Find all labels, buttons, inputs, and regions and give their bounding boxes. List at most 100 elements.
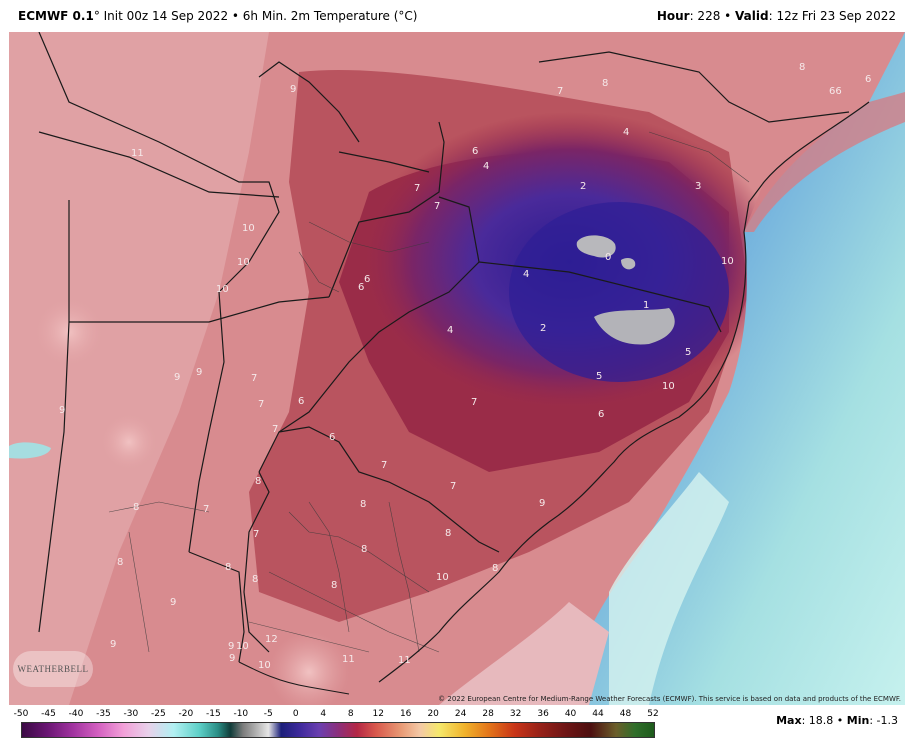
colorbar-tick-labels: -50 -45 -40 -35 -30 -25 -20 -15 -10 -5 0 4 8 12 16 20 24…	[12, 709, 662, 721]
contour-label: 9	[290, 84, 296, 95]
coldest-core	[509, 202, 729, 382]
southern-coast-land	[439, 602, 609, 705]
min-value: : -1.3	[869, 714, 898, 727]
contour-label: 8	[331, 580, 337, 591]
colorbar-tick-label: -45	[41, 709, 56, 719]
contour-label: 5	[685, 347, 691, 358]
contour-label: 6	[598, 409, 604, 420]
contour-label: 8	[225, 562, 231, 573]
country-borders	[38, 32, 850, 663]
contour-label: 11	[342, 654, 355, 665]
colorbar-tick-label: 12	[372, 709, 384, 719]
contour-label: 8	[361, 544, 367, 555]
contour-label: 10	[242, 223, 255, 234]
contour-label: 10	[236, 641, 249, 652]
contour-label: 4	[523, 269, 529, 280]
contour-label: 8	[445, 528, 451, 539]
contour-label: 7	[258, 399, 264, 410]
contour-label: 7	[253, 529, 259, 540]
contour-label: 8	[252, 574, 258, 585]
contour-label: 7	[414, 183, 420, 194]
warm-spot	[101, 414, 157, 470]
contour-label: 10	[258, 660, 271, 671]
contour-label: 11	[131, 148, 144, 159]
contour-label: 0	[605, 252, 611, 263]
max-label: Max	[776, 714, 802, 727]
colorbar-tick-label: 16	[399, 709, 412, 719]
contour-label: 9	[228, 641, 234, 652]
hour-label: Hour	[656, 9, 690, 23]
colorbar-tick-label: -40	[68, 709, 84, 719]
colorbar-tick-label: -10	[233, 709, 249, 719]
contour-label: 9	[110, 639, 116, 650]
contour-label: 6	[358, 282, 364, 293]
contour-label: 6	[298, 396, 304, 407]
contour-label: 3	[695, 181, 701, 192]
contour-label: 1	[643, 300, 649, 311]
contour-label: 7	[203, 504, 209, 515]
contour-label: 7	[450, 481, 456, 492]
contour-label: 7	[381, 460, 387, 471]
min-label: Min	[846, 714, 870, 727]
contour-label: 6	[364, 274, 370, 285]
coastline	[378, 101, 870, 683]
contour-label: 4	[623, 127, 629, 138]
contour-label: 8	[117, 557, 123, 568]
contour-label: 9	[59, 405, 65, 416]
contour-label: 12	[265, 634, 278, 645]
copyright-notice: © 2022 European Centre for Medium-Range …	[438, 695, 901, 703]
contour-label: 9	[229, 653, 235, 664]
colorbar-tick-label: 36	[537, 709, 549, 719]
state-borders	[108, 131, 750, 653]
western-land	[9, 32, 269, 705]
contour-label: 6	[472, 146, 478, 157]
degree-symbol: °	[93, 9, 100, 23]
colorbar-tick-label: -5	[263, 709, 273, 719]
contour-label: 6	[865, 74, 871, 85]
contour-label: 6	[329, 432, 335, 443]
contour-label: 10	[436, 572, 449, 583]
init-description: Init 00z 14 Sep 2022 • 6h Min. 2m Temper…	[99, 9, 418, 23]
contour-label: 10	[721, 256, 734, 267]
freezing-patch	[621, 258, 636, 270]
colorbar-tick-label: 4	[320, 709, 327, 719]
colorbar-tick-label: -35	[96, 709, 111, 719]
contour-label: 9	[196, 367, 202, 378]
contour-label: 8	[360, 499, 366, 510]
contour-label: 7	[251, 373, 257, 384]
contour-label: 2	[580, 181, 586, 192]
contour-label: 8	[492, 563, 498, 574]
contour-label: 7	[471, 397, 477, 408]
hour-value: : 228 •	[689, 9, 736, 23]
colorbar-tick-label: 20	[427, 709, 439, 719]
colorbar-tick-label: 32	[509, 709, 522, 719]
contour-label: 9	[539, 498, 545, 509]
contour-label: 10	[216, 284, 229, 295]
map-title: ECMWF 0.1° Init 00z 14 Sep 2022 • 6h Min…	[18, 0, 417, 32]
colorbar-tick-label: -30	[123, 709, 139, 719]
colorbar-tick-label: -20	[178, 709, 194, 719]
colorbar-tick-label: -15	[205, 709, 221, 719]
warm-spot	[269, 632, 349, 705]
contour-label: 4	[483, 161, 489, 172]
contour-label: 10	[662, 381, 675, 392]
contour-label: 8	[255, 476, 261, 487]
contour-label: 11	[398, 655, 411, 666]
contour-label: 9	[170, 597, 176, 608]
coastal-strip	[744, 92, 905, 232]
contour-label: 66	[829, 86, 842, 97]
contour-label: 7	[557, 86, 563, 97]
model-name: ECMWF 0.1	[18, 9, 94, 23]
freezing-patch	[594, 308, 675, 345]
contour-label: 10	[237, 257, 250, 268]
contour-label: 9	[174, 372, 180, 383]
western-lake	[9, 442, 51, 459]
contour-label: 8	[799, 62, 805, 73]
valid-label: Valid	[735, 9, 769, 23]
colorbar-tick-label: -25	[151, 709, 166, 719]
weatherbell-logo: WEATHERBELL	[13, 651, 93, 687]
colorbar-tick-label: 0	[292, 709, 299, 719]
temperature-map[interactable]: 11 9 7 8 8 6 66 4 6 4 2 3 7 7 10 10 10 6 6 4 10 0 1 4 2 5 10 5 9 9 7 7 6…	[9, 32, 905, 705]
